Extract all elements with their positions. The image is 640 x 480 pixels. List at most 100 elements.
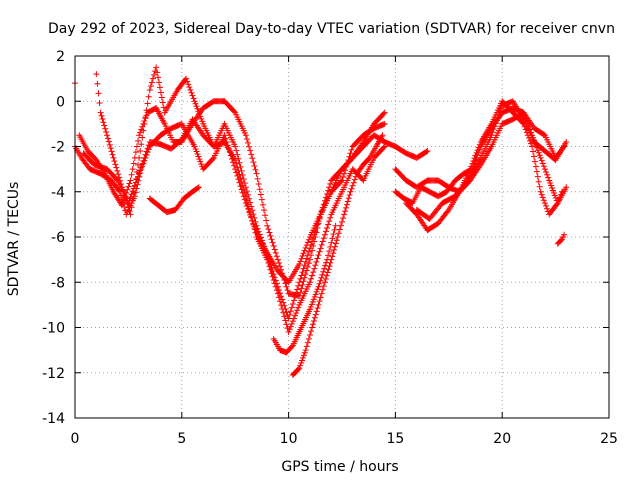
data-point bbox=[239, 182, 246, 189]
data-point bbox=[315, 218, 322, 225]
data-point bbox=[490, 126, 497, 133]
data-point bbox=[529, 143, 536, 150]
data-point bbox=[304, 239, 311, 246]
data-point bbox=[107, 145, 114, 152]
data-point bbox=[550, 190, 557, 197]
data-point bbox=[249, 155, 256, 162]
data-point bbox=[221, 132, 228, 139]
data-point bbox=[327, 180, 334, 187]
data-point bbox=[352, 173, 359, 180]
data-point bbox=[265, 260, 272, 267]
data-point bbox=[342, 167, 349, 174]
data-point bbox=[231, 108, 238, 115]
data-point bbox=[537, 188, 544, 195]
data-point bbox=[333, 237, 340, 244]
data-point bbox=[344, 198, 351, 205]
data-points bbox=[72, 64, 570, 379]
data-point bbox=[316, 248, 323, 255]
data-point bbox=[254, 175, 261, 182]
data-point bbox=[141, 120, 148, 127]
data-point bbox=[274, 290, 281, 297]
data-point bbox=[339, 177, 345, 184]
data-point bbox=[278, 302, 285, 309]
data-point bbox=[288, 304, 295, 311]
data-point bbox=[127, 177, 134, 184]
data-point bbox=[234, 151, 241, 158]
data-point bbox=[337, 178, 344, 185]
data-point bbox=[145, 93, 152, 100]
data-point bbox=[138, 141, 145, 148]
data-point bbox=[300, 352, 307, 359]
data-point bbox=[281, 313, 288, 320]
data-point bbox=[241, 189, 248, 196]
data-point bbox=[350, 179, 357, 186]
data-point bbox=[267, 266, 274, 273]
data-point bbox=[190, 95, 197, 102]
data-point bbox=[196, 110, 203, 117]
data-point bbox=[476, 141, 483, 148]
data-point bbox=[424, 148, 431, 155]
data-point bbox=[277, 298, 284, 305]
data-point bbox=[270, 276, 277, 283]
data-point bbox=[149, 75, 156, 82]
x-tick-label: 5 bbox=[177, 431, 186, 447]
data-point bbox=[313, 258, 320, 265]
data-point bbox=[306, 306, 313, 313]
data-point bbox=[560, 144, 567, 151]
data-point bbox=[298, 272, 305, 279]
data-point bbox=[118, 184, 125, 191]
data-point bbox=[327, 214, 334, 221]
data-point bbox=[278, 266, 285, 273]
data-point bbox=[300, 265, 307, 272]
data-point bbox=[96, 99, 103, 106]
data-point bbox=[314, 221, 321, 228]
data-point bbox=[275, 260, 282, 267]
data-point bbox=[243, 136, 250, 143]
data-point bbox=[293, 310, 300, 317]
data-point bbox=[300, 250, 307, 257]
data-point bbox=[494, 114, 501, 121]
data-point bbox=[280, 309, 287, 316]
y-tick-label: 2 bbox=[56, 49, 65, 65]
data-point bbox=[312, 262, 319, 269]
data-point bbox=[319, 238, 326, 245]
data-point bbox=[332, 240, 339, 247]
data-point bbox=[252, 166, 259, 173]
data-point bbox=[156, 84, 163, 91]
data-point bbox=[137, 167, 144, 174]
data-point bbox=[143, 107, 150, 114]
data-point bbox=[281, 276, 288, 283]
data-point bbox=[247, 147, 254, 154]
data-point bbox=[94, 80, 101, 87]
data-point bbox=[249, 217, 256, 224]
data-point bbox=[136, 132, 143, 139]
data-point bbox=[306, 279, 313, 286]
data-point bbox=[232, 143, 239, 150]
data-point bbox=[198, 161, 205, 168]
data-point bbox=[135, 161, 142, 168]
data-point bbox=[264, 222, 271, 229]
data-point bbox=[310, 321, 317, 328]
series-track-6 bbox=[270, 222, 339, 356]
data-point bbox=[540, 163, 547, 170]
data-point bbox=[296, 279, 303, 286]
data-point bbox=[497, 108, 504, 115]
x-tick-label: 0 bbox=[71, 431, 80, 447]
data-point bbox=[183, 75, 190, 82]
data-point bbox=[320, 235, 327, 242]
data-point bbox=[245, 201, 252, 208]
x-tick-label: 25 bbox=[600, 431, 618, 447]
data-point bbox=[135, 137, 142, 144]
data-point bbox=[547, 179, 554, 186]
data-point bbox=[281, 302, 288, 309]
data-point bbox=[120, 199, 127, 206]
data-point bbox=[275, 294, 282, 301]
data-point bbox=[184, 78, 191, 85]
data-point bbox=[317, 294, 324, 301]
data-point bbox=[319, 286, 326, 293]
data-point bbox=[317, 277, 324, 284]
data-point bbox=[540, 197, 547, 204]
data-point bbox=[329, 253, 336, 260]
data-point bbox=[98, 112, 105, 119]
x-tick-label: 20 bbox=[493, 431, 511, 447]
